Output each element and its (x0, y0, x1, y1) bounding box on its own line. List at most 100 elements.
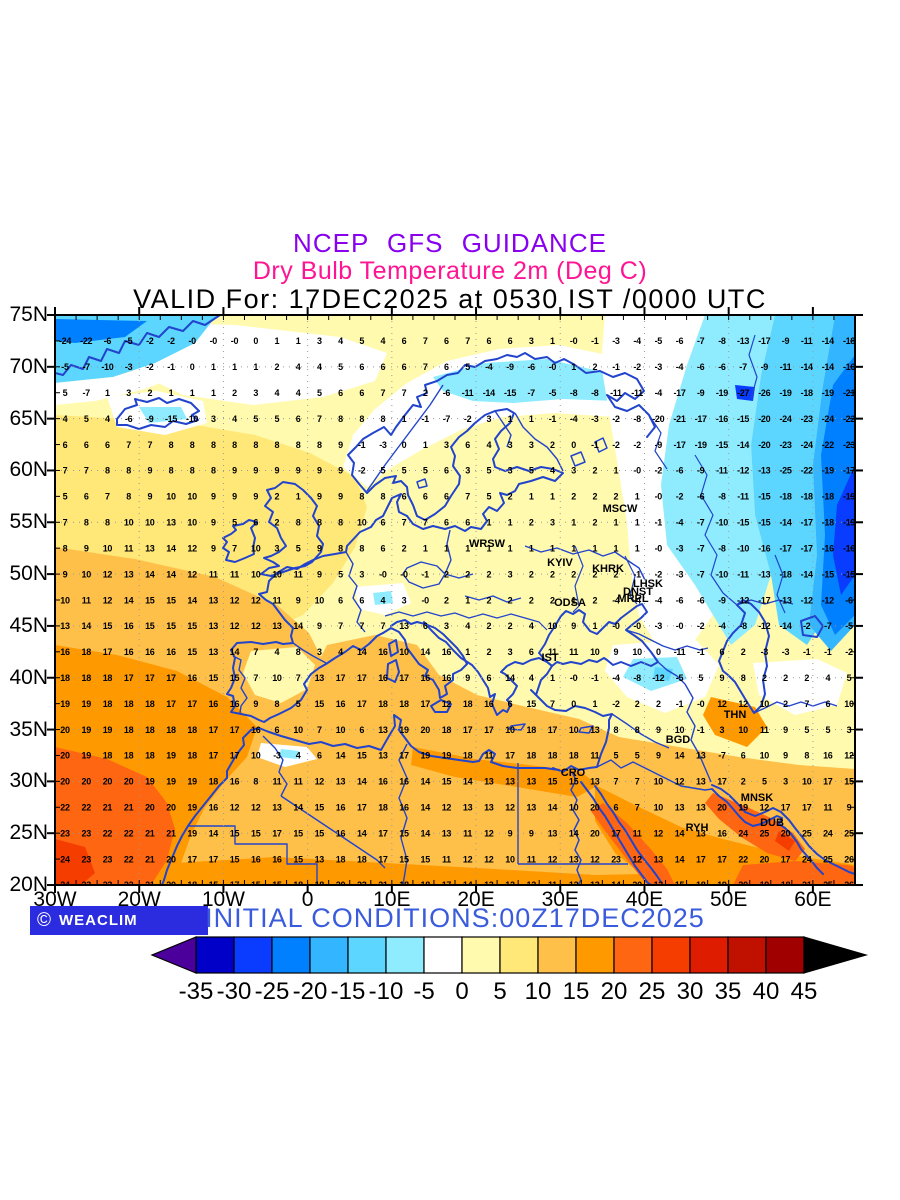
grid-value: 5 (402, 466, 407, 476)
grid-value: -2 (612, 414, 620, 424)
grid-value: 17 (717, 777, 727, 787)
grid-value: 2 (529, 595, 534, 605)
grid-value: 17 (336, 673, 346, 683)
grid-value: 15 (272, 880, 282, 890)
grid-value: 12 (187, 569, 197, 579)
grid-value: 9 (253, 492, 258, 502)
grid-value: 12 (484, 828, 494, 838)
grid-value: 2 (508, 621, 513, 631)
grid-value: 9 (783, 725, 788, 735)
grid-value: 19 (738, 803, 748, 813)
lon-label-30E: 30E (541, 888, 579, 911)
grid-value: 20 (738, 880, 748, 890)
grid-value: 2 (508, 492, 513, 502)
grid-value: 13 (378, 751, 388, 761)
grid-value: 11 (294, 777, 303, 787)
grid-value: 2 (486, 569, 491, 579)
grid-value: 1 (508, 414, 513, 424)
grid-value: 2 (423, 388, 428, 398)
grid-value: 14 (675, 751, 685, 761)
grid-value: 10 (272, 569, 282, 579)
grid-value: -9 (146, 414, 154, 424)
grid-value: 3 (720, 725, 725, 735)
grid-value: 13 (569, 854, 579, 864)
grid-value: 7 (402, 518, 407, 528)
grid-value: -11 (801, 336, 813, 346)
grid-value: 7 (635, 777, 640, 787)
grid-value: 17 (357, 699, 367, 709)
grid-value: 12 (526, 880, 536, 890)
grid-value: 1 (550, 336, 555, 346)
grid-value: 13 (484, 880, 494, 890)
grid-value: 12 (675, 777, 685, 787)
grid-value: 17 (145, 673, 155, 683)
grid-value: -10 (716, 569, 728, 579)
grid-value: 2 (402, 543, 407, 553)
grid-value: 26 (844, 854, 854, 864)
grid-value: 12 (103, 595, 113, 605)
grid-value: -12 (737, 466, 749, 476)
grid-value: 7 (63, 466, 68, 476)
grid-value: 14 (420, 828, 430, 838)
grid-value: 8 (190, 440, 195, 450)
grid-value: -7 (82, 388, 90, 398)
colorbar-arrow-left (150, 936, 197, 974)
grid-value: 8 (253, 440, 258, 450)
grid-value: 4 (465, 621, 470, 631)
grid-value: 13 (696, 803, 706, 813)
grid-value: 6 (253, 518, 258, 528)
grid-value: 13 (399, 621, 409, 631)
grid-value: 14 (420, 647, 430, 657)
grid-value: -3 (273, 751, 281, 761)
grid-value: -11 (737, 492, 749, 502)
grid-value: 13 (526, 777, 536, 787)
grid-value: 23 (81, 854, 91, 864)
grid-value: 14 (209, 828, 219, 838)
grid-value: 2 (232, 388, 237, 398)
grid-value: 3 (317, 336, 322, 346)
grid-value: 2 (486, 621, 491, 631)
grid-value: 17 (272, 828, 282, 838)
grid-value: -14 (779, 621, 791, 631)
grid-value: -17 (801, 518, 813, 528)
grid-value: 19 (187, 777, 197, 787)
grid-value: 12 (230, 803, 240, 813)
colorbar-cell (689, 936, 729, 974)
grid-value: 6 (741, 751, 746, 761)
grid-value: 4 (105, 414, 110, 424)
grid-value: 17 (696, 854, 706, 864)
grid-value: 18 (60, 673, 70, 683)
grid-value: -1 (633, 569, 641, 579)
grid-value: 8 (338, 414, 343, 424)
grid-value: -12 (737, 595, 749, 605)
grid-value: 10 (251, 751, 261, 761)
grid-value: 2 (592, 569, 597, 579)
grid-value: -21 (673, 414, 685, 424)
grid-value: 6 (529, 647, 534, 657)
grid-value: -15 (737, 518, 749, 528)
grid-value: -3 (676, 543, 684, 553)
grid-value: 0 (190, 362, 195, 372)
colorbar-tick-label: -35 (179, 978, 214, 1005)
grid-value: -1 (676, 699, 684, 709)
value-grid: -24 -22 -6 -5 -2 -2 -0 -0 -0 0 1 1 3 4 5 4 6 7 6 7 6 6 3 1 -0 -1-… (59, 336, 855, 890)
grid-value: -8 (570, 388, 578, 398)
lon-label-10W: 10W (201, 888, 245, 911)
grid-value: 17 (124, 673, 134, 683)
grid-value: 15 (166, 621, 176, 631)
grid-value: -0 (231, 336, 239, 346)
grid-value: 12 (103, 569, 113, 579)
grid-value: 6 (444, 466, 449, 476)
grid-value: 13 (590, 725, 600, 735)
grid-value: 5 (698, 673, 703, 683)
grid-value: -1 (697, 647, 705, 657)
grid-value: 14 (420, 803, 430, 813)
grid-value: 1 (465, 595, 470, 605)
grid-value: 13 (696, 828, 706, 838)
grid-value: 22 (81, 803, 91, 813)
grid-value: 9 (465, 673, 470, 683)
grid-value: 7 (253, 673, 258, 683)
grid-value: -10 (101, 362, 113, 372)
grid-value: 4 (275, 388, 280, 398)
grid-value: 9 (614, 647, 619, 657)
